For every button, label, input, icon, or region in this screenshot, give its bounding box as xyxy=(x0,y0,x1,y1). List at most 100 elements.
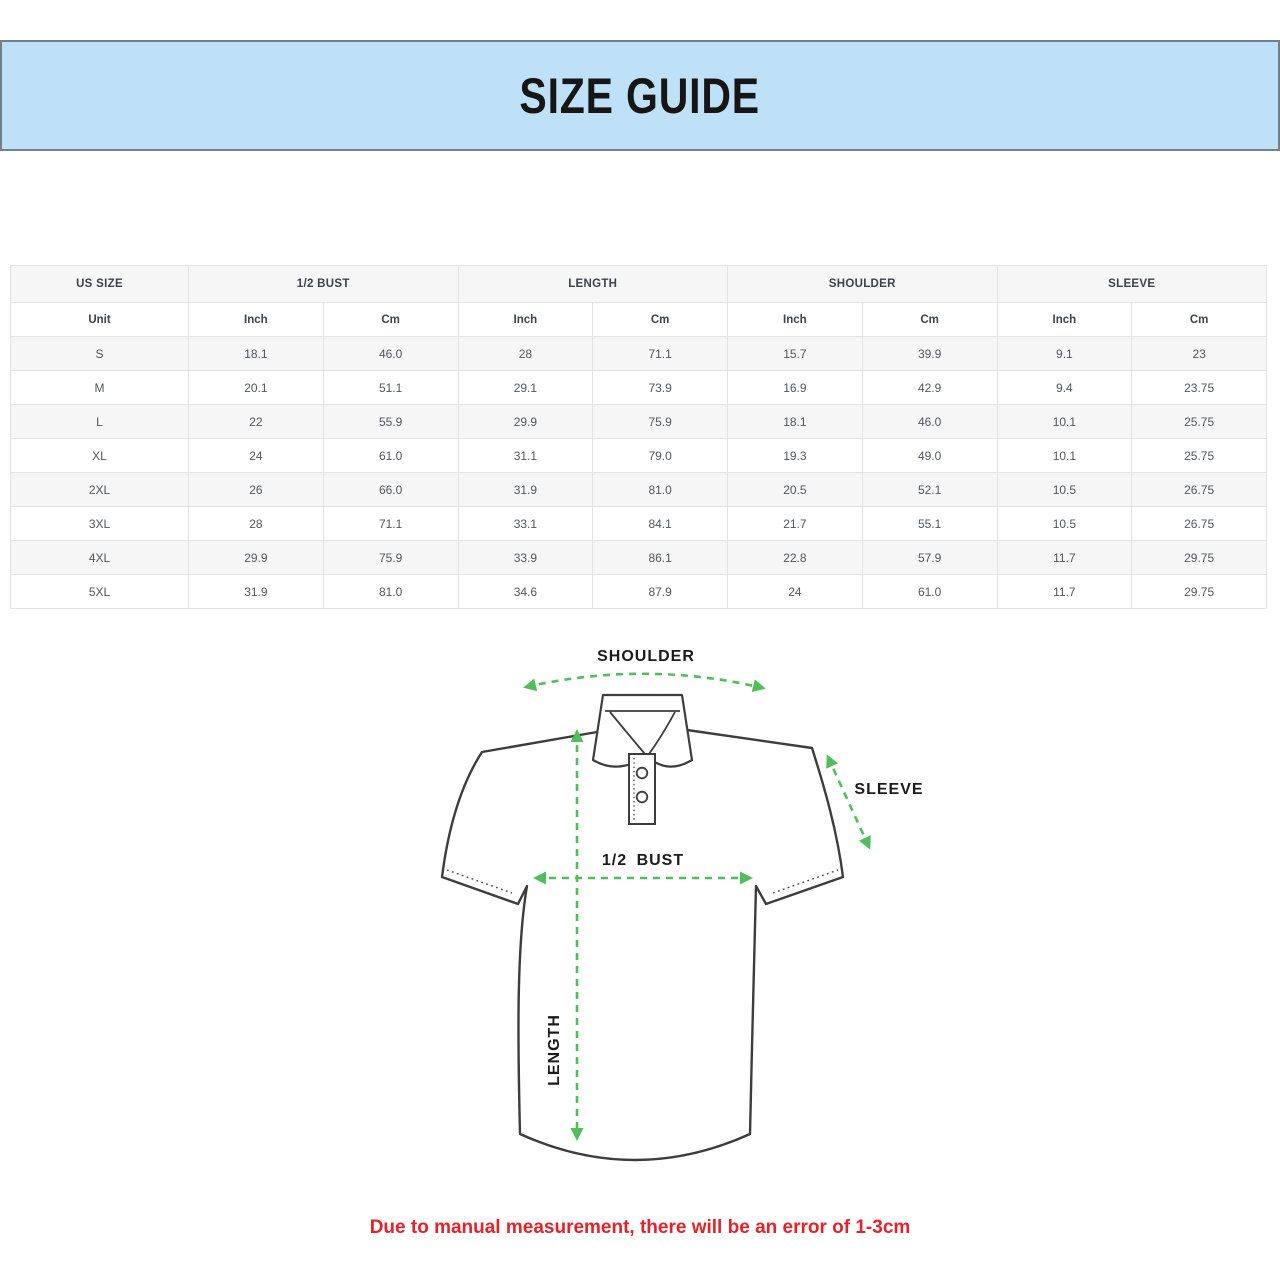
shirt-outline xyxy=(440,728,845,1162)
measurement-cell: 84.1 xyxy=(592,506,728,541)
measurement-cell: 22 xyxy=(188,404,324,439)
collar-fold-left xyxy=(609,711,646,755)
measurement-cell: 29.9 xyxy=(457,404,594,439)
group-header-shoulder: SHOULDER xyxy=(727,265,998,303)
measurement-cell: 23.75 xyxy=(1131,370,1267,405)
group-header-us-size: US SIZE xyxy=(10,265,189,303)
measurement-cell: 81.0 xyxy=(592,472,728,507)
unit-header-cell: Cm xyxy=(592,302,728,337)
measurement-cell: 46.0 xyxy=(322,336,459,371)
measurement-cell: 25.75 xyxy=(1131,404,1267,439)
placket xyxy=(628,753,656,825)
measurement-cell: 61.0 xyxy=(861,574,998,609)
measurement-cell: 31.9 xyxy=(457,472,594,507)
measurement-cell: 49.0 xyxy=(861,438,998,473)
measurement-cell: 18.1 xyxy=(188,336,324,371)
sleeve-label: SLEEVE xyxy=(854,781,923,798)
measurement-cell: 51.1 xyxy=(322,370,459,405)
measurement-cell: 66.0 xyxy=(322,472,459,507)
unit-header-cell: Cm xyxy=(322,302,459,337)
measurement-cell: 25.75 xyxy=(1131,438,1267,473)
measurement-cell: 28 xyxy=(188,506,324,541)
measurement-cell: 10.5 xyxy=(996,506,1133,541)
table-row-l: L 22 55.9 29.9 75.9 18.1 46.0 10.1 25.75 xyxy=(10,404,1267,439)
measurement-cell: 19.3 xyxy=(727,438,863,473)
measurement-cell: 33.1 xyxy=(457,506,594,541)
size-label-cell: 5XL xyxy=(10,574,189,609)
size-label-cell: 4XL xyxy=(10,540,189,575)
measurement-cell: 10.1 xyxy=(996,438,1133,473)
measurement-cell: 71.1 xyxy=(322,506,459,541)
measurement-cell: 26 xyxy=(188,472,324,507)
shoulder-arrow xyxy=(523,672,766,693)
measurement-cell: 10.1 xyxy=(996,404,1133,439)
collar-fold-right xyxy=(648,711,676,755)
measurement-cell: 52.1 xyxy=(861,472,998,507)
unit-header-cell: Unit xyxy=(10,302,189,337)
measurement-cell: 55.1 xyxy=(861,506,998,541)
measurement-cell: 73.9 xyxy=(592,370,728,405)
table-row-m: M 20.1 51.1 29.1 73.9 16.9 42.9 9.4 23.75 xyxy=(10,370,1267,405)
size-label-cell: L xyxy=(10,404,189,439)
unit-header-cell: Inch xyxy=(727,302,863,337)
measurement-cell: 79.0 xyxy=(592,438,728,473)
measurement-cell: 75.9 xyxy=(592,404,728,439)
table-row-4xl: 4XL 29.9 75.9 33.9 86.1 22.8 57.9 11.7 29.75 xyxy=(10,540,1267,575)
measurement-cell: 61.0 xyxy=(322,438,459,473)
measurement-cell: 55.9 xyxy=(322,404,459,439)
unit-header-cell: Cm xyxy=(1131,302,1267,337)
size-label-cell: 2XL xyxy=(10,472,189,507)
measurement-cell: 86.1 xyxy=(592,540,728,575)
measurement-cell: 31.9 xyxy=(188,574,324,609)
measurement-cell: 23 xyxy=(1131,336,1267,371)
table-row-5xl: 5XL 31.9 81.0 34.6 87.9 24 61.0 11.7 29.75 xyxy=(10,574,1267,609)
unit-header-cell: Inch xyxy=(996,302,1133,337)
measurement-cell: 9.1 xyxy=(996,336,1133,371)
measurement-cell: 28 xyxy=(457,336,594,371)
measurement-cell: 20.5 xyxy=(727,472,863,507)
size-guide-banner: SIZE GUIDE xyxy=(0,40,1280,151)
measurement-cell: 57.9 xyxy=(861,540,998,575)
sleeve-arrow xyxy=(826,754,871,850)
measurement-cell: 26.75 xyxy=(1131,506,1267,541)
measurement-cell: 33.9 xyxy=(457,540,594,575)
button-top xyxy=(635,766,649,780)
table-row-3xl: 3XL 28 71.1 33.1 84.1 21.7 55.1 10.5 26.75 xyxy=(10,506,1267,541)
measurement-cell: 20.1 xyxy=(188,370,324,405)
measurement-cell: 21.7 xyxy=(727,506,863,541)
measurement-cell: 29.75 xyxy=(1131,574,1267,609)
size-table-body: S 18.1 46.0 28 71.1 15.7 39.9 9.1 23 M 20.1 51.1 29.… xyxy=(10,336,1267,609)
measurement-cell: 22.8 xyxy=(727,540,863,575)
left-cuff-stitch xyxy=(446,869,513,894)
unit-header-cell: Inch xyxy=(188,302,324,337)
button-bottom xyxy=(635,790,649,804)
size-table: US SIZE 1/2 BUST LENGTH SHOULDER SLEEVE Unit I… xyxy=(10,265,1267,609)
measurement-cell: 29.9 xyxy=(188,540,324,575)
measurement-cell: 87.9 xyxy=(592,574,728,609)
table-row-xl: XL 24 61.0 31.1 79.0 19.3 49.0 10.1 25.75 xyxy=(10,438,1267,473)
size-label-cell: S xyxy=(10,336,189,371)
measurement-cell: 9.4 xyxy=(996,370,1133,405)
group-header-length: LENGTH xyxy=(457,265,728,303)
measurement-cell: 29.75 xyxy=(1131,540,1267,575)
group-header-1-2-bust: 1/2 BUST xyxy=(188,265,459,303)
measurement-cell: 39.9 xyxy=(861,336,998,371)
polo-shirt-diagram: SHOULDER SLEEVE 1/2 BUST LENGTH xyxy=(440,648,923,1162)
length-label: LENGTH xyxy=(546,1014,563,1086)
measurement-note: Due to manual measurement, there will be… xyxy=(369,1217,911,1238)
right-cuff-stitch xyxy=(772,869,839,894)
measurement-cell: 11.7 xyxy=(996,540,1133,575)
measurement-cell: 24 xyxy=(727,574,863,609)
measurement-cell: 46.0 xyxy=(861,404,998,439)
measurement-cell: 26.75 xyxy=(1131,472,1267,507)
measurement-cell: 24 xyxy=(188,438,324,473)
table-row-s: S 18.1 46.0 28 71.1 15.7 39.9 9.1 23 xyxy=(10,336,1267,371)
measurement-cell: 34.6 xyxy=(457,574,594,609)
unit-header-cell: Inch xyxy=(457,302,594,337)
measurement-cell: 18.1 xyxy=(727,404,863,439)
size-label-cell: M xyxy=(10,370,189,405)
measurement-cell: 29.1 xyxy=(457,370,594,405)
measurement-cell: 31.1 xyxy=(457,438,594,473)
measurement-cell: 10.5 xyxy=(996,472,1133,507)
shoulder-label: SHOULDER xyxy=(597,648,695,665)
